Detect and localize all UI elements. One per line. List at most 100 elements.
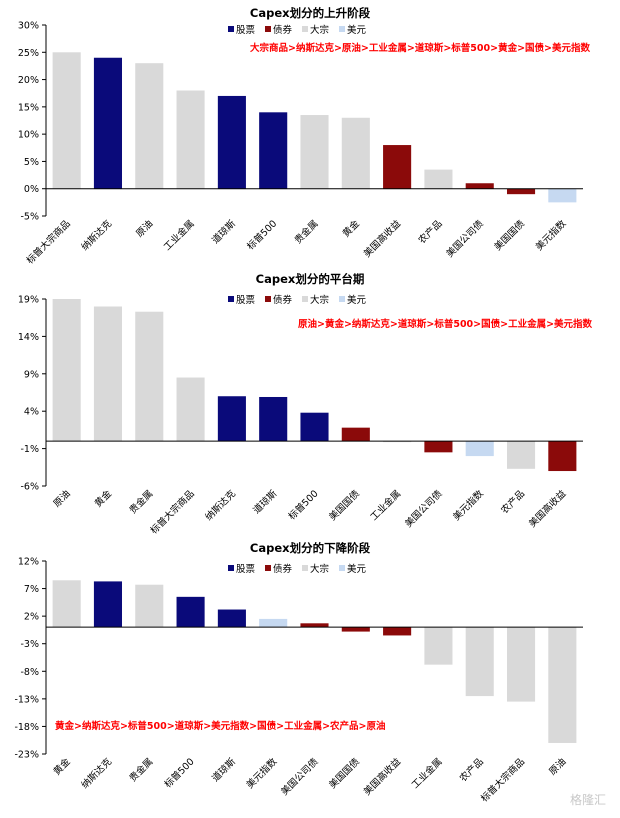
- y-tick-label: 30%: [18, 21, 39, 32]
- legend-entry: 美元: [347, 294, 367, 306]
- legend-swatch: [265, 565, 271, 571]
- x-tick-label: 原油: [547, 756, 569, 778]
- x-tick-label: 道琼斯: [209, 755, 238, 784]
- x-tick-label: 农产品: [457, 756, 486, 785]
- ranking-note: 黄金>纳斯达克>标普500>道琼斯>美元指数>国债>工业金属>农产品>原油: [55, 720, 386, 732]
- x-tick-label: 纳斯达克: [203, 487, 239, 523]
- legend-entry: 债券: [273, 563, 293, 575]
- x-tick-label: 黄金: [51, 755, 73, 777]
- bar-贵金属: [135, 584, 164, 628]
- x-tick-label: 道琼斯: [209, 217, 238, 246]
- x-tick-label: 美元指数: [450, 487, 486, 523]
- chart-3: Capex划分的下降阶段 -23% -18% -13% -8% -3% 2% 7% 12% 黄金纳…: [14, 541, 583, 804]
- y-tick-label: 7%: [24, 584, 39, 595]
- legend-entry: 美元: [347, 563, 367, 575]
- chart-title: Capex划分的上升阶段: [250, 6, 371, 20]
- bar-道琼斯: [217, 95, 246, 189]
- bar-标普大宗商品: [52, 52, 81, 189]
- bar-标普大宗商品: [506, 627, 536, 702]
- x-tick-label: 美国公司债: [279, 755, 321, 797]
- legend-swatch: [228, 26, 234, 32]
- bar-纳斯达克: [217, 396, 246, 442]
- x-tick-label: 工业金属: [409, 756, 444, 791]
- x-tick-label: 原油: [133, 218, 155, 240]
- bar-美国高收益: [383, 627, 412, 636]
- y-tick-label: 12%: [18, 557, 39, 568]
- y-tick-label: 15%: [18, 102, 39, 113]
- legend-entry: 大宗: [310, 294, 329, 306]
- y-tick-label: -8%: [21, 667, 40, 678]
- legend-entry: 债券: [273, 294, 293, 306]
- y-tick-label: 9%: [24, 369, 39, 380]
- y-tick-label: 0%: [24, 184, 39, 195]
- y-tick-label: 10%: [18, 130, 39, 141]
- x-tick-label: 贵金属: [127, 756, 156, 785]
- bar-道琼斯: [259, 396, 288, 442]
- y-tick-label: 14%: [18, 332, 39, 343]
- y-tick-label: -13%: [14, 694, 39, 705]
- bar-美元指数: [548, 188, 577, 203]
- x-tick-label: 纳斯达克: [79, 217, 115, 253]
- x-tick-label: 标普500: [245, 218, 280, 253]
- legend-swatch: [228, 296, 234, 302]
- x-tick-label: 农产品: [416, 218, 445, 247]
- y-tick-label: -18%: [14, 722, 39, 733]
- x-tick-label: 标普大宗商品: [148, 488, 197, 537]
- bar-美国公司债: [300, 623, 329, 628]
- bar-原油: [548, 627, 577, 743]
- y-tick-label: -3%: [21, 639, 40, 650]
- chart-1: Capex划分的上升阶段 -5% 0% 5% 10% 15% 20% 25% 30% 标普大宗商品…: [18, 6, 591, 266]
- legend-swatch: [302, 26, 308, 32]
- x-tick-label: 道琼斯: [251, 487, 280, 516]
- y-tick-label: 19%: [18, 295, 39, 306]
- x-tick-label: 贵金属: [292, 218, 321, 247]
- bar-农产品: [465, 627, 494, 697]
- y-tick-label: 5%: [24, 157, 39, 168]
- y-tick-label: -23%: [14, 750, 39, 761]
- legend-swatch: [302, 296, 308, 302]
- legend-swatch: [339, 296, 345, 302]
- bar-美国公司债: [465, 183, 494, 189]
- chart-title: Capex划分的下降阶段: [250, 541, 371, 555]
- legend-entry: 股票: [236, 564, 256, 575]
- x-tick-label: 标普大宗商品: [24, 218, 73, 267]
- legend-entry: 股票: [236, 295, 256, 306]
- bar-道琼斯: [217, 609, 246, 628]
- bar-黄金: [93, 306, 123, 442]
- legend-entry: 股票: [236, 25, 256, 36]
- legend-swatch: [339, 26, 345, 32]
- x-tick-label: 原油: [51, 488, 73, 510]
- bar-标普大宗商品: [176, 377, 205, 442]
- x-tick-label: 农产品: [499, 488, 528, 517]
- bar-黄金: [341, 117, 370, 189]
- x-tick-label: 美国公司债: [402, 487, 444, 529]
- bar-标普500: [176, 596, 205, 628]
- x-tick-label: 美元指数: [244, 755, 280, 791]
- legend-entry: 美元: [347, 24, 367, 36]
- bar-农产品: [424, 169, 453, 189]
- y-tick-label: 25%: [18, 48, 39, 59]
- bar-美国公司债: [424, 441, 453, 453]
- x-tick-label: 美国公司债: [444, 217, 486, 259]
- bar-美国高收益: [383, 145, 412, 189]
- bar-纳斯达克: [93, 57, 123, 189]
- ranking-note: 大宗商品>纳斯达克>原油>工业金属>道琼斯>标普500>黄金>国债>美元指数: [250, 42, 591, 54]
- x-tick-label: 标普500: [162, 756, 197, 791]
- x-tick-label: 贵金属: [127, 488, 156, 517]
- x-tick-label: 纳斯达克: [79, 755, 115, 791]
- bar-农产品: [506, 441, 536, 469]
- x-tick-label: 工业金属: [161, 218, 196, 253]
- x-tick-label: 美国高收益: [361, 755, 403, 797]
- ranking-note: 原油>黄金>纳斯达克>道琼斯>标普500>国债>工业金属>美元指数: [298, 318, 593, 330]
- legend-swatch: [302, 565, 308, 571]
- bar-标普500: [300, 412, 329, 442]
- bar-美元指数: [465, 441, 494, 457]
- legend-swatch: [228, 565, 234, 571]
- x-tick-label: 黄金: [340, 217, 362, 239]
- x-tick-label: 美国高收益: [526, 487, 568, 529]
- chart-title: Capex划分的平台期: [256, 272, 365, 286]
- watermark: 格隆汇: [569, 793, 606, 807]
- legend-swatch: [265, 296, 271, 302]
- bar-标普500: [259, 112, 288, 189]
